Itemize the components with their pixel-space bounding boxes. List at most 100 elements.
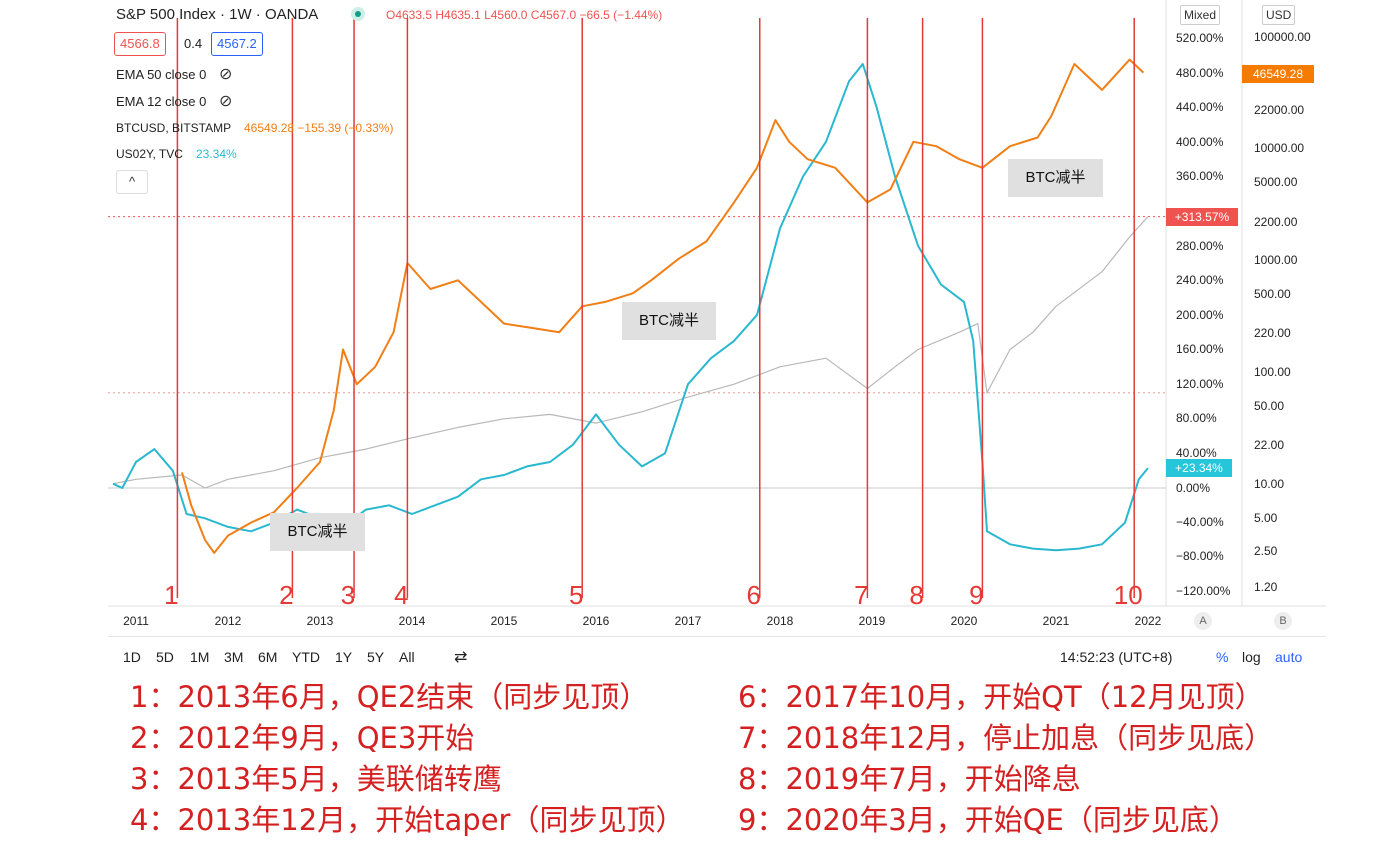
event-marker-label: 3	[341, 580, 355, 610]
x-tick-label: 2013	[307, 614, 334, 628]
y-price-tick-label: 10.00	[1254, 477, 1284, 491]
x-tick-label: 2020	[951, 614, 978, 628]
note-line: 9：2020年3月，开始QE（同步见底）	[738, 803, 1238, 837]
note-line: 8：2019年7月，开始降息	[738, 762, 1081, 796]
y-percent-tick-label: 40.00%	[1176, 446, 1217, 460]
spx-pct-badge: +313.57%	[1166, 208, 1238, 226]
y-percent-tick-label: 440.00%	[1176, 100, 1224, 114]
ema50-label[interactable]: EMA 50 close 0	[116, 67, 207, 82]
note-line: 2：2012年9月，QE3开始	[130, 721, 475, 755]
y-price-tick-label: 1.20	[1254, 580, 1278, 594]
scale-mode-button[interactable]: Mixed	[1180, 5, 1221, 25]
range-6m-button[interactable]: 6M	[258, 649, 278, 665]
clock-label[interactable]: 14:52:23 (UTC+8)	[1060, 649, 1173, 665]
y-percent-tick-label: 520.00%	[1176, 31, 1224, 45]
us02y-pct-badge: +23.34%	[1166, 459, 1232, 477]
event-marker-label: 8	[909, 580, 923, 610]
y-percent-tick-label: 80.00%	[1176, 411, 1217, 425]
y-price-tick-label: 22.00	[1254, 438, 1284, 452]
event-marker-label: 7	[854, 580, 868, 610]
y-percent-tick-label: −40.00%	[1176, 515, 1224, 529]
note-line: 1：2013年6月，QE2结束（同步见顶）	[130, 680, 649, 714]
range-1d-button[interactable]: 1D	[123, 649, 141, 665]
note-line: 3：2013年5月，美联储转鹰	[130, 762, 502, 796]
us02y-legend-label[interactable]: US02Y, TVC	[116, 147, 183, 161]
note-line: 7：2018年12月，停止加息（同步见底）	[738, 721, 1274, 755]
log-scale-toggle[interactable]: log	[1242, 649, 1261, 665]
hidden-eye-icon[interactable]: ⊘	[219, 93, 233, 110]
y-price-tick-label: 100000.00	[1254, 30, 1311, 44]
event-marker-label: 4	[394, 580, 408, 610]
y-percent-tick-label: 240.00%	[1176, 273, 1224, 287]
y-price-tick-label: 2.50	[1254, 544, 1278, 558]
currency-select[interactable]: USD	[1262, 5, 1296, 25]
event-marker-label: 9	[969, 580, 983, 610]
hidden-eye-icon[interactable]: ⊘	[219, 66, 233, 83]
range-3m-button[interactable]: 3M	[224, 649, 244, 665]
y-price-tick-label: 50.00	[1254, 399, 1284, 413]
axis-b-button[interactable]: B	[1274, 612, 1292, 630]
x-tick-label: 2021	[1043, 614, 1070, 628]
btc-halving-callout: BTC减半	[270, 513, 365, 551]
range-1m-button[interactable]: 1M	[190, 649, 210, 665]
y-percent-tick-label: 400.00%	[1176, 135, 1224, 149]
ask-price-button[interactable]: 4567.2	[211, 32, 263, 56]
series-line	[112, 216, 1149, 489]
btc-price-badge: 46549.28	[1242, 65, 1314, 83]
y-percent-tick-label: 280.00%	[1176, 239, 1224, 253]
x-tick-label: 2015	[491, 614, 518, 628]
symbol-title[interactable]: S&P 500 Index · 1W · OANDA	[116, 6, 319, 23]
y-price-tick-label: 220.00	[1254, 326, 1291, 340]
spread-value: 0.4	[184, 36, 203, 51]
btc-halving-callout: BTC减半	[1008, 159, 1103, 197]
y-price-tick-label: 2200.00	[1254, 215, 1298, 229]
bid-price-button[interactable]: 4566.8	[114, 32, 166, 56]
y-price-tick-label: 22000.00	[1254, 103, 1304, 117]
x-tick-label: 2011	[123, 614, 149, 628]
note-line: 6：2017年10月，开始QT（12月见顶）	[738, 680, 1264, 714]
y-percent-tick-label: 360.00%	[1176, 169, 1224, 183]
x-tick-label: 2014	[399, 614, 426, 628]
y-price-tick-label: 5000.00	[1254, 175, 1298, 189]
live-status-icon	[351, 7, 365, 21]
collapse-legend-button[interactable]: ^	[116, 170, 148, 194]
x-tick-label: 2017	[675, 614, 702, 628]
range-all-button[interactable]: All	[399, 649, 415, 665]
event-marker-label: 2	[279, 580, 293, 610]
y-price-tick-label: 1000.00	[1254, 253, 1298, 267]
y-percent-tick-label: −80.00%	[1176, 549, 1224, 563]
range-5y-button[interactable]: 5Y	[367, 649, 385, 665]
y-price-tick-label: 10000.00	[1254, 141, 1304, 155]
y-percent-tick-label: 160.00%	[1176, 342, 1224, 356]
percent-scale-toggle[interactable]: %	[1216, 649, 1229, 665]
event-marker-label: 6	[747, 580, 761, 610]
range-ytd-button[interactable]: YTD	[292, 649, 320, 665]
y-price-tick-label: 500.00	[1254, 287, 1291, 301]
x-tick-label: 2016	[583, 614, 610, 628]
range-5d-button[interactable]: 5D	[156, 649, 174, 665]
axis-a-button[interactable]: A	[1194, 612, 1212, 630]
series-line	[112, 63, 1149, 552]
range-1y-button[interactable]: 1Y	[335, 649, 353, 665]
btc-legend-label[interactable]: BTCUSD, BITSTAMP	[116, 121, 232, 135]
y-percent-tick-label: 0.00%	[1176, 481, 1210, 495]
series-line	[181, 58, 1145, 554]
event-marker-label: 10	[1114, 580, 1143, 610]
compare-date-icon[interactable]: ⇄	[454, 649, 468, 666]
note-line: 4：2013年12月，开始taper（同步见顶）	[130, 803, 685, 837]
btc-legend-value: 46549.28 −155.39 (−0.33%)	[244, 121, 394, 135]
bottom-toolbar: 1D 5D 1M 3M 6M YTD 1Y 5Y All ⇄ 14:52:23 …	[108, 636, 1326, 677]
event-marker-label: 5	[569, 580, 583, 610]
y-price-tick-label: 100.00	[1254, 365, 1291, 379]
auto-scale-toggle[interactable]: auto	[1275, 649, 1303, 665]
x-tick-label: 2018	[767, 614, 794, 628]
x-tick-label: 2019	[859, 614, 886, 628]
x-tick-label: 2012	[215, 614, 242, 628]
y-percent-tick-label: 200.00%	[1176, 308, 1224, 322]
y-percent-tick-label: 120.00%	[1176, 377, 1224, 391]
y-percent-tick-label: −120.00%	[1176, 584, 1231, 598]
ema12-label[interactable]: EMA 12 close 0	[116, 94, 207, 109]
y-price-tick-label: 5.00	[1254, 511, 1278, 525]
ohlc-values: O4633.5 H4635.1 L4560.0 C4567.0 −66.5 (−…	[386, 8, 663, 22]
